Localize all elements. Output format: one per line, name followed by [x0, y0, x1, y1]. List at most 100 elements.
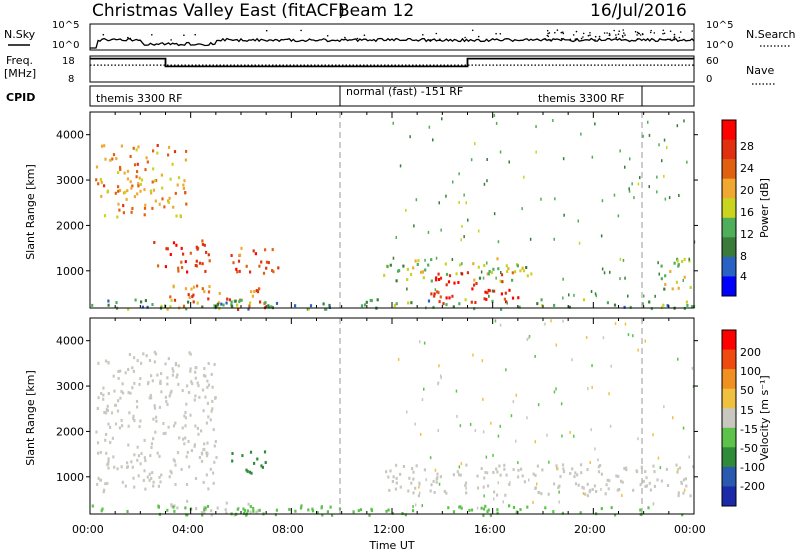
power-cells-cell — [497, 267, 500, 271]
nsearch-dot — [422, 34, 424, 36]
vel-cells-cell — [180, 467, 183, 471]
power-cells-cell — [103, 144, 106, 148]
power-cells-cell — [505, 300, 508, 304]
vel-cells-cell — [480, 506, 483, 510]
power-cells-cell — [185, 202, 188, 206]
colorbar-swatch — [722, 486, 736, 507]
vel-cells-cell — [691, 366, 694, 370]
power-cells-cell — [267, 261, 270, 265]
vel-cells-cell — [389, 469, 392, 473]
colorbar-swatch — [722, 408, 736, 429]
vel-cells-cell — [203, 442, 206, 446]
power-cells-cell — [650, 307, 653, 311]
power-cells-cell — [500, 273, 504, 277]
power-cells-cell — [146, 160, 149, 164]
vel-cells-cell — [211, 407, 214, 411]
power-cells-cell — [149, 189, 152, 193]
vel-cells-cell — [274, 513, 277, 517]
power-cells-cell — [184, 287, 188, 291]
vel-cells-cell — [595, 490, 598, 493]
power-cells-cell — [264, 248, 267, 252]
vel-cells-cell — [207, 487, 210, 491]
nsearch-dot — [662, 32, 664, 35]
power-cells-cell — [420, 270, 423, 274]
vel-cells-cell — [194, 424, 197, 428]
vel-cells-cell — [121, 382, 124, 386]
power-cells-cell — [438, 300, 441, 304]
vel-cells-cell — [487, 484, 490, 488]
vel-cells-cell — [166, 376, 169, 380]
power-cells-cell — [488, 270, 491, 273]
vel-cells-cell — [472, 353, 474, 357]
vel-cells-cell — [207, 383, 211, 387]
power-cells-cell — [505, 264, 508, 268]
nsearch-dot — [129, 37, 132, 40]
vel-cells-cell — [537, 491, 540, 495]
vel-cells-cell — [399, 472, 402, 476]
nsearch-dot — [356, 37, 359, 40]
vel-cells-cell — [256, 509, 259, 513]
vel-cells-cell — [571, 467, 574, 471]
power-cells-cell — [664, 274, 667, 278]
vel-cells-cell — [167, 425, 170, 429]
date-label: 16/Jul/2016 — [590, 1, 687, 21]
vel-cells-cell — [197, 384, 200, 388]
power-cells-cell — [253, 290, 256, 293]
nsearch-dot — [634, 30, 637, 33]
vel-cells-cell — [103, 411, 106, 414]
power-cells-cell — [486, 158, 488, 161]
power-cells-cell — [182, 252, 185, 256]
power-cells-cell — [497, 240, 500, 244]
vel-cells-cell — [107, 422, 110, 426]
vel-cells-cell — [189, 352, 192, 356]
nsearch-dot — [615, 34, 617, 36]
power-cells-cell — [201, 242, 204, 246]
vel-cells-cell — [146, 382, 150, 386]
vel-cells-cell — [136, 458, 139, 462]
power-cells-cell — [673, 261, 676, 265]
vel-cells-cell — [580, 471, 583, 475]
power-cells-cell — [127, 307, 130, 311]
power-cells-cell — [628, 187, 630, 191]
vel-cells-cell — [120, 465, 123, 469]
power-cells-cell — [406, 267, 409, 271]
vel-cells-cell — [470, 508, 474, 512]
vel-cells-cell — [119, 396, 122, 400]
nsearch-dot — [673, 33, 676, 36]
vel-cells-cell — [174, 463, 177, 467]
vel-cells-cell — [202, 480, 205, 484]
vel-cells-cell — [205, 454, 209, 458]
vel-cells-cell — [224, 508, 227, 512]
vel-cells-cell — [185, 455, 188, 459]
power-cells-cell — [522, 269, 526, 273]
power-cells-cell — [460, 238, 462, 242]
vel-cells-cell — [368, 513, 371, 517]
vel-cells-cell — [150, 442, 153, 446]
vel-cells-cell — [113, 389, 116, 393]
vel-cells-cell — [490, 421, 492, 425]
vel-cells-cell — [131, 386, 134, 390]
power-cells-cell — [483, 264, 486, 267]
power-cells-cell — [445, 272, 449, 276]
power-cells-cell — [133, 163, 137, 167]
velocity-colorbar: 200 100 50 15 -15 -50 -100 -200 Velocity… — [721, 329, 771, 507]
vel-cells-cell — [498, 464, 501, 468]
power-cells-cell — [258, 287, 261, 291]
vel-cells-cell — [104, 438, 107, 442]
power-cells-cell — [177, 269, 180, 273]
vel-cells-cell — [151, 379, 154, 383]
power-cells-cell — [383, 273, 386, 277]
vel-cells-cell — [499, 424, 501, 428]
vel-cells-cell — [258, 508, 261, 512]
power-cells-cell — [624, 276, 626, 280]
vel-cells-cell — [143, 438, 146, 442]
power-cells-cell — [439, 276, 443, 280]
nsearch-dot — [636, 34, 638, 36]
vel-cells-cell — [153, 406, 157, 410]
vel-cells-cell — [599, 464, 602, 467]
vel-cells-cell — [107, 360, 110, 364]
nsearch-dot — [576, 38, 578, 40]
vel-cells-cell — [112, 455, 115, 459]
power-cells-cell — [685, 300, 688, 304]
power-cells-cell — [117, 189, 120, 193]
